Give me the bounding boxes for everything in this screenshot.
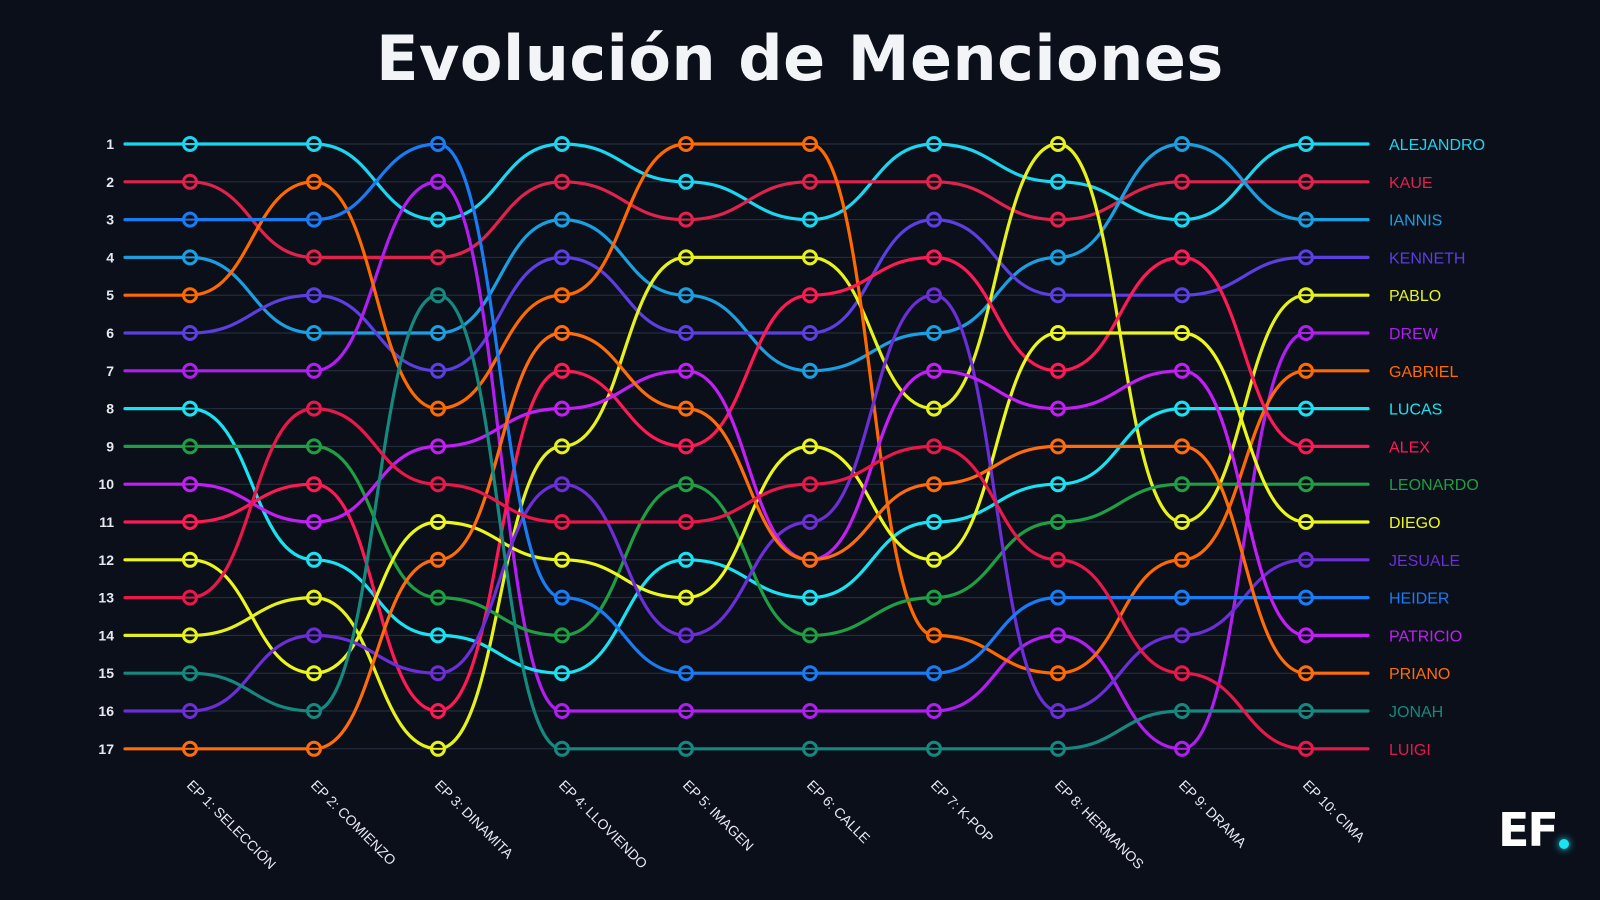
y-tick-label: 7	[106, 363, 114, 379]
ef-logo: EF	[1498, 803, 1559, 857]
y-tick-label: 17	[98, 741, 114, 757]
series-line-alejandro	[123, 142, 1370, 222]
y-tick-label: 14	[98, 627, 114, 643]
series-points	[182, 136, 1314, 757]
series-line-iannis	[123, 142, 1370, 373]
legend-label-jesuale: JESUALE	[1389, 553, 1460, 570]
y-tick-label: 1	[106, 136, 114, 152]
legend-label-alex: ALEX	[1389, 439, 1430, 456]
x-tick-label: EP 10: CIMA	[1300, 777, 1369, 846]
chart-title: Evolución de Menciones	[376, 22, 1224, 95]
y-tick-label: 15	[98, 665, 114, 681]
legend-label-drew: DREW	[1389, 326, 1439, 343]
series-line-kaue	[123, 180, 1370, 259]
x-tick-label: EP 4: LLOVIENDO	[556, 777, 651, 872]
legend-label-diego: DIEGO	[1389, 515, 1441, 532]
x-tick-label: EP 8: HERMANOS	[1052, 777, 1147, 872]
series-line-kenneth	[123, 218, 1370, 373]
y-tick-label: 5	[106, 287, 114, 303]
legend-label-alejandro: ALEJANDRO	[1389, 137, 1485, 154]
y-tick-label: 16	[98, 703, 114, 719]
series-line-jonah	[123, 293, 1370, 751]
legend-label-patricio: PATRICIO	[1389, 628, 1462, 645]
x-tick-label: EP 3: DINAMITA	[432, 777, 517, 862]
legend-label-lucas: LUCAS	[1389, 402, 1442, 419]
y-tick-label: 3	[106, 212, 114, 228]
logo-dot-icon	[1559, 839, 1569, 849]
y-tick-label: 11	[99, 514, 114, 530]
x-tick-label: EP 5: IMAGEN	[680, 777, 757, 854]
legend-label-luigi: LUIGI	[1389, 742, 1431, 759]
y-tick-label: 4	[106, 249, 114, 265]
y-tick-label: 9	[106, 438, 114, 454]
series-line-pablo	[123, 142, 1370, 751]
legend-label-iannis: IANNIS	[1389, 213, 1442, 230]
y-tick-label: 6	[106, 325, 114, 341]
y-tick-label: 2	[106, 174, 114, 190]
x-tick-label: EP 2: COMIENZO	[308, 777, 400, 869]
legend-label-kenneth: KENNETH	[1389, 250, 1465, 267]
y-tick-label: 8	[106, 401, 114, 417]
x-tick-label: EP 1: SELECCIÓN	[184, 777, 279, 872]
legend-label-heider: HEIDER	[1389, 591, 1449, 608]
x-tick-label: EP 7: K-POP	[928, 777, 997, 846]
series-line-lucas	[123, 406, 1370, 675]
series-line-gabriel	[123, 142, 1370, 675]
series-lines	[123, 142, 1370, 751]
series-line-priano	[123, 331, 1370, 751]
legend-label-priano: PRIANO	[1389, 666, 1450, 683]
series-line-leonardo	[123, 444, 1370, 637]
legend-label-jonah: JONAH	[1389, 704, 1443, 721]
series-line-luigi	[123, 407, 1370, 751]
series-line-patricio	[123, 369, 1370, 637]
legend-label-kaue: KAUE	[1389, 175, 1433, 192]
legend-label-gabriel: GABRIEL	[1389, 364, 1458, 381]
y-tick-label: 10	[98, 476, 114, 492]
y-tick-label: 13	[98, 590, 114, 606]
series-line-jesuale	[123, 293, 1370, 713]
x-tick-label: EP 9: DRAMA	[1176, 777, 1250, 851]
legend: ALEJANDRO KAUE IANNIS KENNETH PABLO DREW GABRI…	[1389, 137, 1485, 759]
y-tick-label: 12	[98, 552, 114, 568]
legend-label-pablo: PABLO	[1389, 288, 1441, 305]
series-line-diego	[123, 331, 1370, 675]
x-tick-label: EP 6: CALLE	[804, 777, 873, 846]
legend-label-leonardo: LEONARDO	[1389, 477, 1479, 494]
